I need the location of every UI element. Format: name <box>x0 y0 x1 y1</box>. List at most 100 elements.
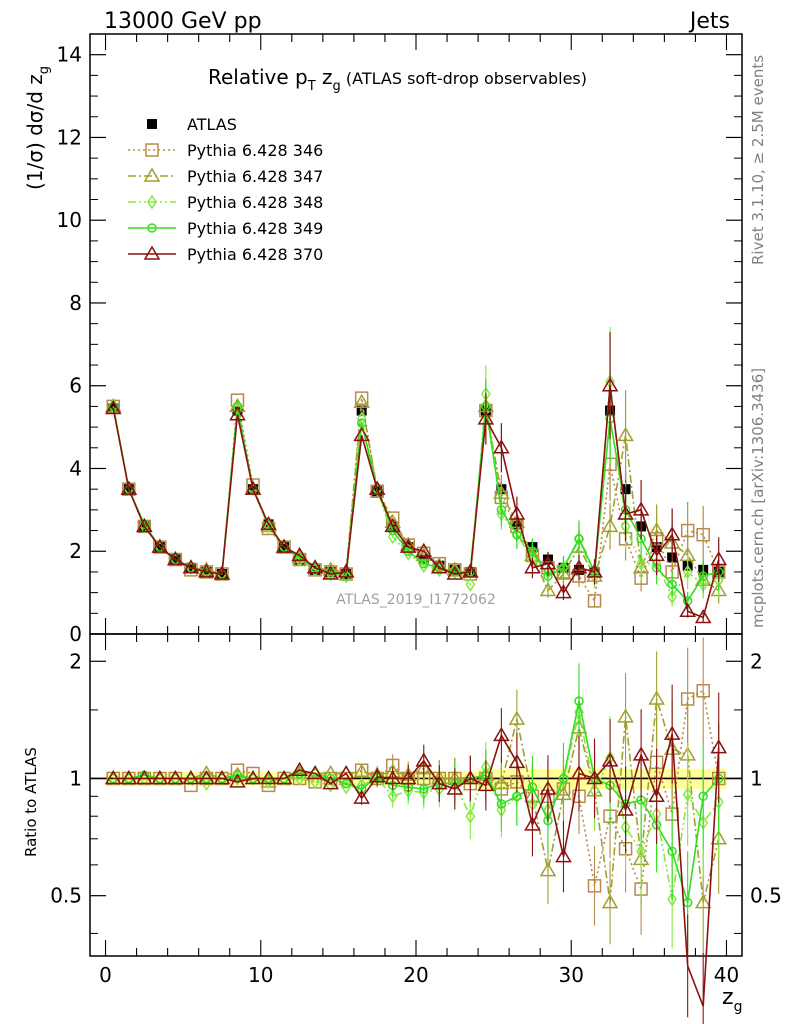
point-p370 <box>120 480 138 495</box>
point-p370 <box>601 377 619 392</box>
point-p347 <box>648 522 665 537</box>
title-sub-pt: T <box>307 79 316 94</box>
ratio-point-p349 <box>419 784 429 794</box>
ratio-point-p347 <box>353 763 370 778</box>
ratio-point-p370 <box>555 848 572 863</box>
ratio-ytick-label-right: 0.5 <box>750 884 782 908</box>
ratio-series-p349 <box>108 663 724 954</box>
point-p370 <box>337 563 355 578</box>
legend-entry-p347: Pythia 6.428 347 <box>128 167 323 186</box>
ratio-ylabel: Ratio to ATLAS <box>22 747 40 857</box>
ratio-point-p347 <box>648 690 665 705</box>
ratio-point-p370 <box>198 769 215 785</box>
ratio-point-p348 <box>465 808 476 824</box>
ratio-point-p347 <box>617 708 634 723</box>
ratio-ytick-label: 2 <box>69 649 82 673</box>
point-p370 <box>291 546 308 562</box>
legend-marker-p346 <box>145 143 159 157</box>
xtick-label: 0 <box>99 963 112 987</box>
point-p370 <box>462 563 479 578</box>
point-p370 <box>151 538 169 553</box>
xlabel-sub: g <box>734 999 743 1015</box>
legend-label-p348: Pythia 6.428 348 <box>187 193 323 212</box>
ratio-point-p370 <box>353 789 370 804</box>
ratio-point-p370 <box>136 769 153 785</box>
point-p370 <box>493 439 510 454</box>
point-p348 <box>341 568 352 584</box>
point-p347 <box>601 517 619 533</box>
point-p348 <box>667 589 678 605</box>
ylabel-main: (1/σ) dσ/d z <box>23 74 47 190</box>
ratio-plot-layer <box>90 637 742 1024</box>
title-mid-part: z <box>316 65 333 89</box>
ratio-point-p370 <box>337 764 355 780</box>
point-p347 <box>539 582 557 597</box>
point-p370 <box>694 608 712 624</box>
title-sub-g: g <box>333 79 341 94</box>
ratio-point-p370 <box>632 746 650 761</box>
point-p370 <box>167 551 184 566</box>
ratio-point-p370 <box>648 787 665 803</box>
ratio-point-p370 <box>275 769 293 785</box>
ratio-point-p346 <box>246 766 260 781</box>
ratio-point-p349 <box>667 846 677 857</box>
ratio-ytick-label-right: 2 <box>750 649 763 673</box>
point-p370 <box>353 426 370 442</box>
ratio-point-p346 <box>184 778 198 793</box>
point-p346 <box>696 527 710 542</box>
legend-entry-p346: Pythia 6.428 346 <box>128 141 323 160</box>
ylabel-sub: g <box>37 66 52 74</box>
point-p349 <box>667 579 677 590</box>
ratio-point-p349 <box>496 799 507 809</box>
ratio-point-p346 <box>696 684 710 698</box>
legend-marker-p370 <box>143 245 161 260</box>
mcplots-label: mcplots.cern.ch [arXiv:1306.3436] <box>749 368 767 628</box>
point-p370 <box>229 406 246 421</box>
point-p370 <box>275 538 293 553</box>
ratio-point-p347 <box>694 894 712 909</box>
point-p370 <box>710 551 728 566</box>
ratio-point-p348 <box>263 774 274 790</box>
ratio-point-p370 <box>508 753 526 769</box>
point-p370 <box>322 565 339 580</box>
ratio-point-p370 <box>104 769 122 785</box>
point-p346 <box>587 594 602 608</box>
series-p370 <box>104 332 728 624</box>
ratio-point-p349 <box>341 778 351 789</box>
point-p370 <box>539 555 557 570</box>
point-p348 <box>636 556 646 572</box>
legend-label-p349: Pythia 6.428 349 <box>187 219 323 238</box>
main-ytick-label: 12 <box>57 125 82 149</box>
ratio-point-p370 <box>524 816 541 831</box>
main-ytick-label: 8 <box>69 291 82 315</box>
ratio-point-p370 <box>586 769 603 785</box>
ratio-ytick-label: 0.5 <box>50 884 82 908</box>
point-p370 <box>617 505 634 520</box>
ratio-point-p349 <box>574 696 584 706</box>
ratio-point-p370 <box>446 780 464 795</box>
ratio-point-p370 <box>384 769 402 785</box>
ratio-point-p348 <box>636 843 646 859</box>
legend: ATLAS Pythia 6.428 346 Pythia 6.428 347 Pyt… <box>128 115 323 264</box>
ratio-point-p370 <box>462 769 479 785</box>
point-p349 <box>558 563 569 573</box>
point-p370 <box>399 538 417 553</box>
legend-label-p370: Pythia 6.428 370 <box>187 245 323 264</box>
point-p349 <box>232 401 243 412</box>
legend-marker-p349 <box>147 223 157 233</box>
ratio-point-p370 <box>430 775 448 790</box>
ratio-ytick-label: 1 <box>69 766 82 790</box>
header-collision-label: 13000 GeV pp <box>104 9 262 34</box>
ratio-point-p370 <box>477 776 495 792</box>
ratio-point-p370 <box>306 764 324 780</box>
point-p370 <box>524 559 541 574</box>
legend-marker-p348 <box>147 194 157 210</box>
ratio-point-p348 <box>682 787 693 802</box>
ratio-line-p370 <box>113 733 720 1007</box>
ratio-point-p370 <box>663 725 681 740</box>
point-p370 <box>244 480 262 495</box>
point-p370 <box>508 505 526 520</box>
point-p348 <box>263 519 274 534</box>
point-p370 <box>136 517 153 533</box>
